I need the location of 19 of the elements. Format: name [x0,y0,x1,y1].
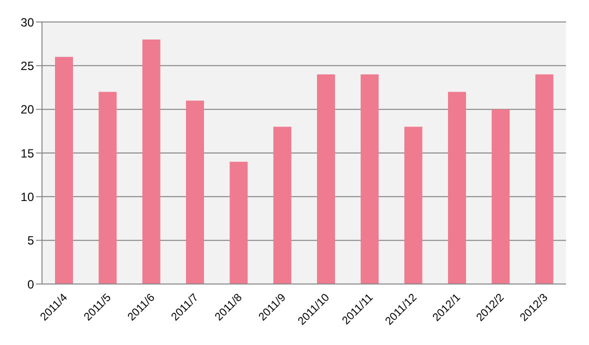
y-tick-label: 20 [20,102,34,117]
y-tick-label: 30 [20,15,34,30]
bar [186,100,204,284]
bar [273,126,292,284]
bar [535,74,554,284]
y-tick-label: 0 [27,277,34,292]
y-tick-label: 25 [20,58,34,73]
y-tick-label: 10 [20,190,34,204]
y-tick-label: 5 [27,234,34,248]
bar [317,74,335,284]
bar [230,162,248,284]
bar [142,39,160,284]
bar [98,92,117,284]
bar [492,109,510,284]
bar [360,74,379,284]
bar [55,56,73,284]
bar [448,92,466,284]
y-tick-label: 15 [20,146,34,160]
bar [404,126,422,284]
